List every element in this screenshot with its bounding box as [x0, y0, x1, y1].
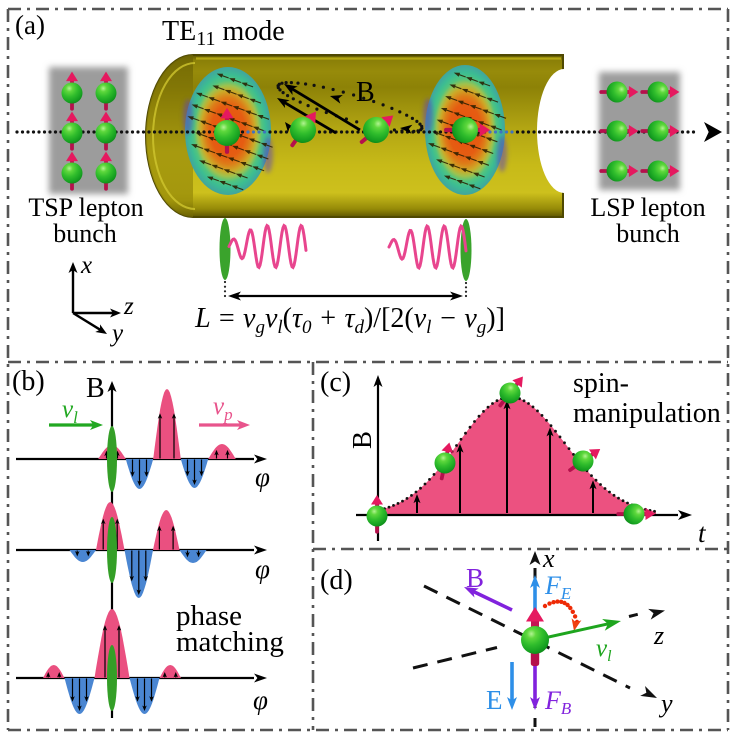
svg-text:t: t [698, 518, 707, 548]
svg-text:x: x [542, 544, 555, 573]
svg-text:B: B [466, 563, 484, 593]
svg-text:φ: φ [255, 554, 270, 584]
svg-text:(d): (d) [320, 565, 353, 596]
svg-text:B: B [86, 373, 105, 404]
svg-text:phase: phase [176, 600, 242, 632]
svg-text:z: z [653, 621, 664, 650]
svg-text:(b): (b) [12, 366, 45, 397]
svg-text:(c): (c) [320, 367, 351, 398]
svg-text:L = vgvl(τ0 + τd)/[2(vl − vg)]: L = vgvl(τ0 + τd)/[2(vl − vg)] [194, 303, 505, 338]
svg-text:y: y [658, 689, 673, 718]
svg-text:x: x [80, 252, 92, 279]
svg-text:LSP lepton: LSP lepton [590, 193, 705, 222]
svg-text:spin-: spin- [573, 368, 629, 399]
svg-text:E: E [486, 685, 503, 715]
svg-text:B: B [356, 77, 375, 108]
svg-text:(a): (a) [15, 10, 45, 40]
svg-text:manipulation: manipulation [573, 398, 721, 429]
svg-text:TSP lepton: TSP lepton [28, 193, 143, 222]
svg-text:bunch: bunch [616, 219, 680, 248]
svg-text:φ: φ [255, 462, 270, 492]
svg-text:TE11 mode: TE11 mode [162, 16, 285, 50]
svg-text:φ: φ [253, 685, 268, 715]
svg-text:z: z [123, 293, 134, 320]
svg-text:y: y [109, 320, 124, 347]
svg-text:bunch: bunch [53, 219, 117, 248]
svg-text:matching: matching [176, 626, 284, 658]
svg-text:B: B [347, 431, 377, 449]
